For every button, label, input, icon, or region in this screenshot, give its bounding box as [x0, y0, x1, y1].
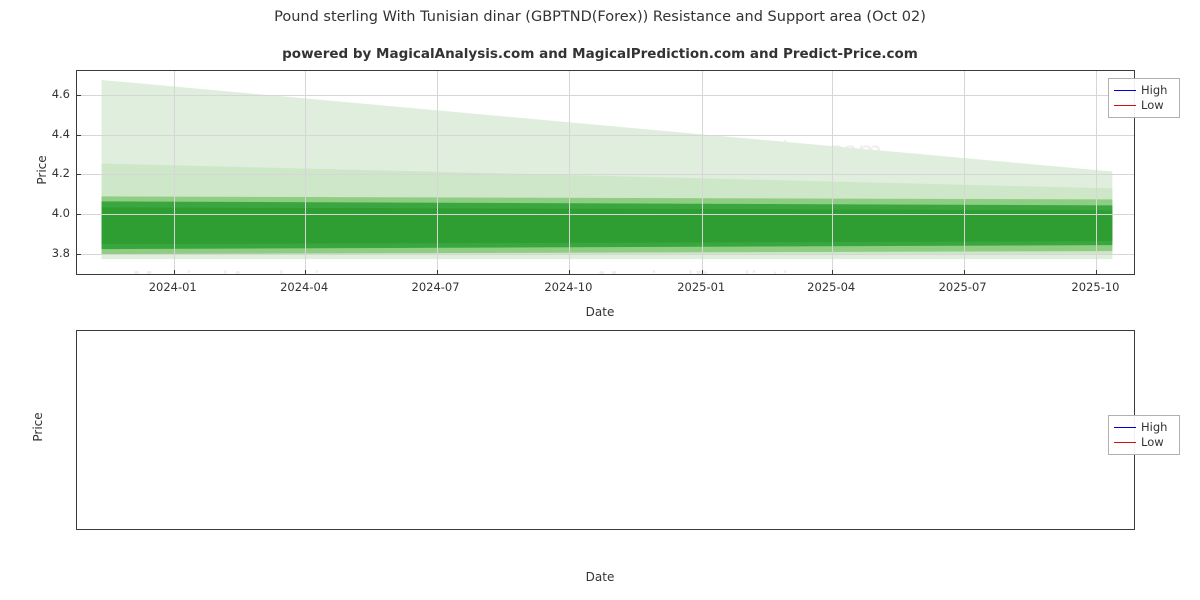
x-tick-label: 2025-07 — [938, 280, 987, 294]
page-subtitle: powered by MagicalAnalysis.com and Magic… — [282, 46, 918, 62]
x-tick — [305, 270, 307, 274]
x-tick — [1096, 270, 1098, 274]
upper-plot-area: MagicalAnalysis.comMagicalPrediction.com… — [77, 71, 1134, 274]
y-gridline — [77, 254, 1134, 256]
upper-legend: High Low — [1108, 78, 1180, 118]
legend-label-low: Low — [1141, 435, 1164, 449]
x-tick-label: 2024-04 — [280, 280, 329, 294]
legend-label-high: High — [1141, 83, 1168, 97]
x-gridline — [963, 71, 965, 274]
x-tick-label: 2024-07 — [411, 280, 460, 294]
x-tick-label: 2025-04 — [807, 280, 856, 294]
x-tick-label: 2024-01 — [148, 280, 197, 294]
y-tick — [77, 254, 81, 256]
y-gridline — [77, 134, 1134, 136]
y-gridline — [77, 94, 1134, 96]
legend-swatch-high — [1114, 90, 1136, 91]
legend-label-high: High — [1141, 420, 1168, 434]
y-gridline — [77, 174, 1134, 176]
x-gridline — [702, 71, 704, 274]
x-tick — [702, 270, 704, 274]
y-tick-label: 3.8 — [51, 246, 70, 261]
upper-x-axis-title: Date — [585, 305, 615, 319]
upper-chart-panel: MagicalAnalysis.comMagicalPrediction.com… — [76, 70, 1135, 275]
x-gridline — [173, 71, 175, 274]
lower-x-axis-title: Date — [585, 570, 615, 584]
y-gridline — [77, 214, 1134, 216]
x-tick-label: 2025-01 — [677, 280, 726, 294]
legend-swatch-high — [1114, 427, 1136, 428]
legend-row-low: Low — [1114, 435, 1173, 450]
support-resistance-band — [101, 207, 1113, 245]
x-gridline — [436, 71, 438, 274]
band-overlay — [101, 79, 1113, 260]
y-tick-label: 4.0 — [51, 206, 70, 221]
x-tick — [173, 270, 175, 274]
x-gridline — [569, 71, 571, 274]
x-tick — [963, 270, 965, 274]
x-tick — [436, 270, 438, 274]
page-title: Pound sterling With Tunisian dinar (GBPT… — [274, 9, 926, 25]
x-gridline — [832, 71, 834, 274]
y-tick — [77, 134, 81, 136]
legend-row-low: Low — [1114, 98, 1173, 113]
lower-chart-panel — [76, 330, 1135, 530]
x-tick — [832, 270, 834, 274]
lower-plot-area — [77, 331, 1134, 529]
legend-row-high: High — [1114, 83, 1173, 98]
legend-swatch-low — [1114, 105, 1136, 106]
lower-y-axis-title: Price — [31, 412, 45, 442]
y-tick-label: 4.6 — [51, 86, 70, 101]
x-gridline — [305, 71, 307, 274]
y-tick-label: 4.4 — [51, 126, 70, 141]
y-tick — [77, 94, 81, 96]
x-gridline — [1096, 71, 1098, 274]
x-tick — [569, 270, 571, 274]
x-tick-label: 2024-10 — [544, 280, 593, 294]
y-tick — [77, 174, 81, 176]
y-tick — [77, 214, 81, 216]
y-tick-label: 4.2 — [51, 166, 70, 181]
legend-row-high: High — [1114, 420, 1173, 435]
legend-swatch-low — [1114, 442, 1136, 443]
lower-legend: High Low — [1108, 415, 1180, 455]
legend-label-low: Low — [1141, 98, 1164, 112]
x-tick-label: 2025-10 — [1071, 280, 1120, 294]
